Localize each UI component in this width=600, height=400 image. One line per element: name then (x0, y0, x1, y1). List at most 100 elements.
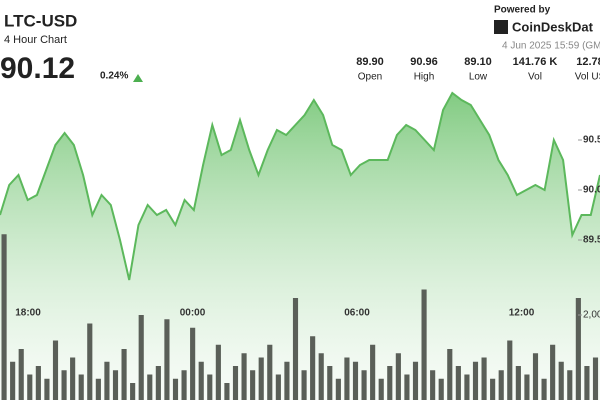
volume-bar (215, 344, 221, 400)
volume-bar (250, 370, 256, 400)
volume-bar (567, 370, 573, 400)
volume-bar (207, 374, 213, 400)
volume-bar (550, 344, 556, 400)
y-tick-label: 90.0 (583, 185, 600, 196)
volume-bar (301, 370, 307, 400)
volume-bar (524, 374, 530, 400)
volume-bar (541, 378, 547, 400)
volume-bar (172, 378, 179, 400)
volume-bar (481, 357, 487, 400)
volume-bar (1, 234, 7, 400)
volume-bar (344, 357, 350, 400)
stat-value: 12.78 (576, 56, 600, 68)
volume-bar (78, 374, 84, 400)
stat-label: Open (358, 72, 382, 83)
price-area (0, 93, 600, 400)
volume-bar (258, 357, 264, 400)
price-line (0, 91, 600, 281)
volume-bar (190, 327, 196, 400)
stat-value: 89.10 (464, 56, 492, 68)
powered-by: Powered by (494, 5, 551, 16)
volume-bar (164, 319, 170, 400)
volume-bar (147, 374, 153, 400)
volume-bar (464, 374, 470, 400)
volume-bar (327, 366, 333, 400)
x-tick-label: 18:00 (15, 308, 41, 319)
volume-bar (447, 349, 453, 400)
volume-bar (532, 353, 539, 400)
volume-bar (95, 378, 101, 400)
volume-bar (267, 344, 273, 400)
volume-bar (275, 374, 281, 400)
volume-bar (224, 383, 230, 400)
volume-bar (352, 361, 359, 400)
stat-label: Low (469, 72, 488, 83)
volume-bar (121, 349, 127, 400)
stat-value: 90.96 (410, 56, 438, 68)
volume-bar (138, 315, 144, 400)
volume-bar (52, 340, 59, 400)
volume-bar (455, 366, 461, 400)
volume-bar (10, 361, 16, 400)
volume-bar (61, 370, 67, 400)
volume-bar (130, 383, 136, 400)
volume-bar (472, 361, 479, 400)
volume-bar (404, 374, 410, 400)
volume-bar (498, 370, 504, 400)
symbol: LTC-USD (4, 11, 77, 30)
volume-bar (361, 370, 367, 400)
volume-bar (575, 298, 581, 400)
x-tick-label: 06:00 (344, 308, 370, 319)
volume-bar (44, 378, 50, 400)
volume-bar (438, 378, 444, 400)
volume-bar (292, 298, 299, 400)
volume-bar (387, 366, 393, 400)
volume-bar (507, 340, 513, 400)
stat-value: 89.90 (356, 56, 384, 68)
volume-bar (241, 353, 247, 400)
volume-bar (592, 357, 599, 400)
logo (494, 20, 508, 34)
change: 0.24% (100, 71, 128, 82)
volume-bar (35, 366, 41, 400)
volume-bar (412, 361, 419, 400)
stat-label: Vol US (575, 72, 600, 83)
volume-bar (378, 378, 384, 400)
subtitle: 4 Hour Chart (4, 34, 67, 46)
volume-bar (430, 370, 436, 400)
brand: CoinDeskDat (512, 19, 594, 34)
volume-bar (27, 374, 33, 400)
volume-bar (104, 361, 110, 400)
volume-bar (310, 336, 316, 400)
volume-bar (318, 353, 324, 400)
volume-bar (584, 366, 590, 400)
volume-bar (421, 289, 427, 400)
volume-bar (18, 349, 24, 400)
volume-bar (232, 366, 239, 400)
volume-bar (155, 366, 161, 400)
date: 4 Jun 2025 15:59 (GM (502, 41, 600, 52)
volume-bar (515, 366, 521, 400)
volume-bar (87, 323, 93, 400)
volume-bar (198, 361, 204, 400)
x-tick-label: 00:00 (180, 308, 206, 319)
stat-value: 141.76 K (513, 56, 558, 68)
x-tick-label: 12:00 (509, 308, 535, 319)
plot (0, 91, 600, 400)
up-arrow (133, 74, 143, 82)
y-tick-label: 90.5 (583, 135, 600, 146)
stat-label: High (414, 72, 435, 83)
volume-bar (490, 378, 496, 400)
volume-bar (335, 378, 341, 400)
volume-bar (284, 361, 290, 400)
volume-bar (395, 353, 401, 400)
y-tick-label: 89.5 (583, 235, 600, 246)
stat-label: Vol (528, 72, 542, 83)
volume-bar (70, 357, 76, 400)
volume-bar (181, 370, 187, 400)
price: 90.12 (0, 52, 75, 85)
volume-bar (370, 344, 376, 400)
volume-tick-label: 2,00 (583, 310, 600, 321)
